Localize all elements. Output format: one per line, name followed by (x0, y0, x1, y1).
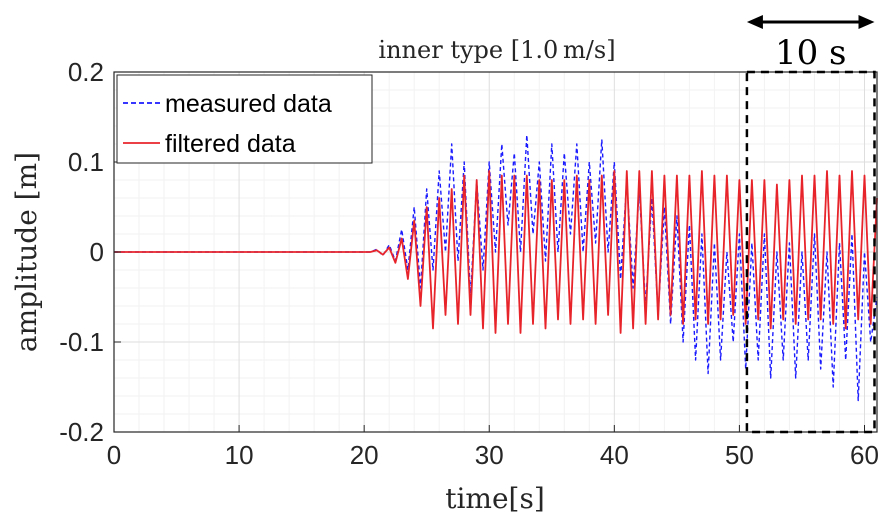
y-tick-label: -0.2 (59, 417, 104, 447)
x-tick-label: 50 (725, 440, 754, 470)
x-tick-label: 30 (475, 440, 504, 470)
series-layer (114, 134, 878, 402)
x-tick-label: 60 (850, 440, 879, 470)
annotation-arrow-left-head (746, 15, 763, 29)
x-axis-label: time[s] (445, 482, 545, 515)
x-tick-label: 20 (350, 440, 379, 470)
annotations: 10 s (745, 15, 876, 434)
series-line-measured (114, 134, 878, 402)
annotation-dashed-box (745, 70, 876, 434)
y-axis-ticks: 0.2 0.1 0 -0.1 -0.2 (59, 57, 121, 447)
annotation-duration-label: 10 s (775, 33, 847, 73)
x-tick-label: 0 (107, 440, 121, 470)
y-tick-label: 0 (90, 237, 104, 267)
legend-box (116, 74, 373, 164)
chart-title: inner type [1.0 m/s] (378, 36, 615, 64)
x-tick-label: 40 (600, 440, 629, 470)
x-tick-label: 10 (225, 440, 254, 470)
y-tick-label: 0.2 (68, 57, 104, 87)
x-axis-ticks: 0 10 20 30 40 50 60 (107, 425, 879, 470)
legend-label-measured: measured data (165, 90, 332, 118)
y-axis-label: amplitude [m] (10, 152, 43, 352)
series-line-filtered (114, 170, 878, 334)
y-tick-label: 0.1 (68, 147, 104, 177)
legend-label-filtered: filtered data (165, 130, 296, 158)
annotation-arrow-right-head (858, 15, 875, 29)
y-tick-label: -0.1 (59, 327, 104, 357)
legend: measured data filtered data (116, 74, 373, 164)
